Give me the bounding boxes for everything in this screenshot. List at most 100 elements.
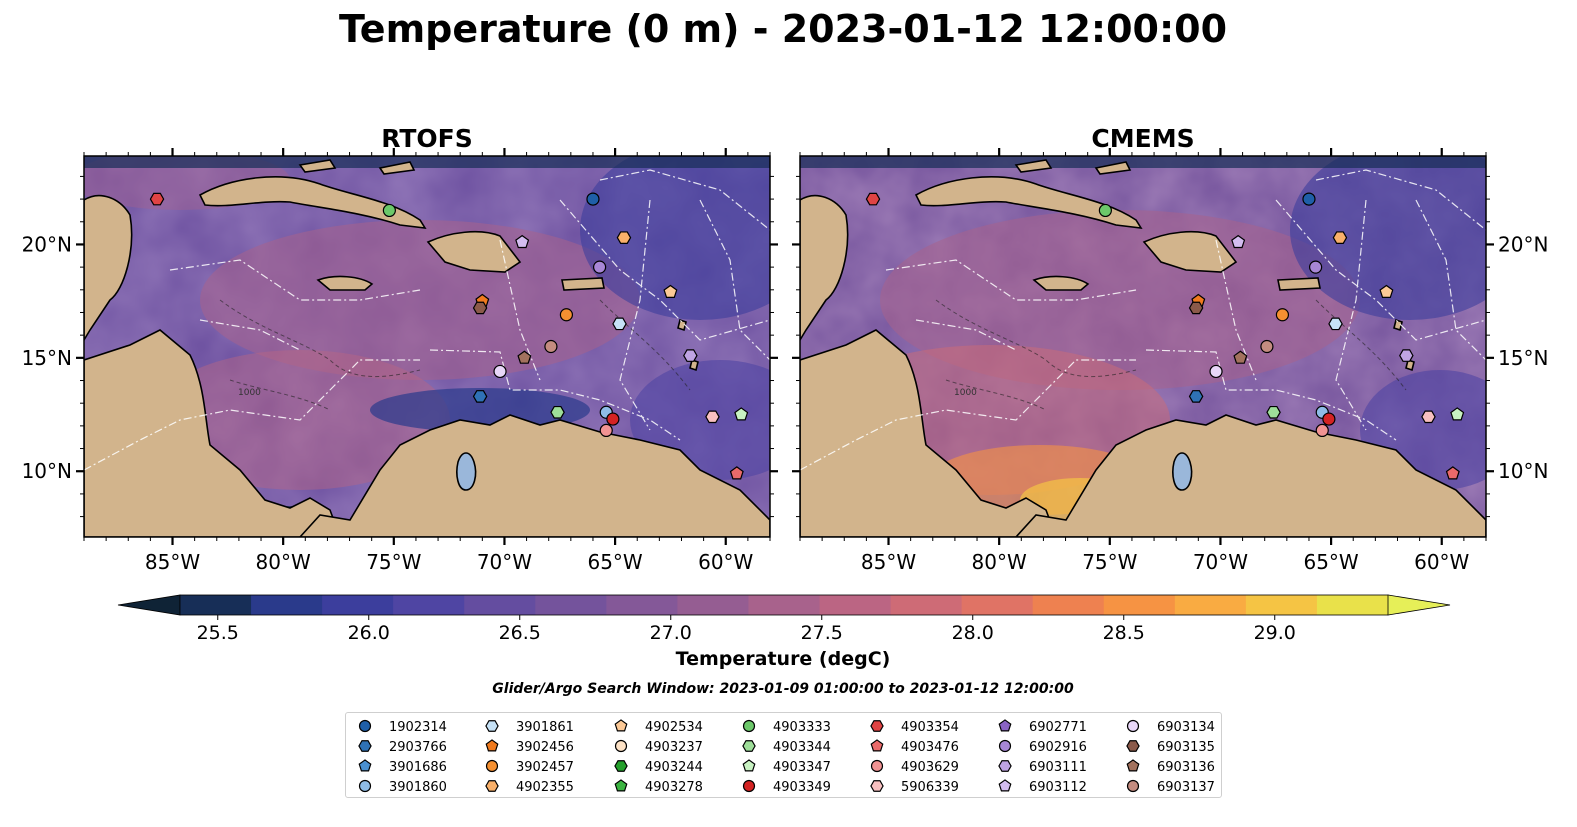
legend-marker-icon xyxy=(358,759,372,772)
float-markers xyxy=(865,192,1465,480)
legend-marker-icon xyxy=(870,780,884,792)
float-marker xyxy=(1188,301,1204,315)
legend-marker-icon xyxy=(742,779,756,793)
legend-marker-icon xyxy=(870,739,884,752)
legend-label: 4902534 xyxy=(645,720,703,735)
float-marker xyxy=(865,192,881,206)
legend-label: 5906339 xyxy=(901,780,959,795)
float-marker xyxy=(1209,364,1223,379)
legend-label: 4903347 xyxy=(773,760,831,775)
map-axis-ticks: 85°W 80°W 75°W 70°W 65°W 60°W 10°N 15°N 20°N xyxy=(22,148,778,574)
legend-label: 3902456 xyxy=(516,740,574,755)
legend-marker-icon xyxy=(485,739,499,752)
colorbar-tick-label: 26.5 xyxy=(499,622,541,644)
legend-item: 6903135 xyxy=(1126,740,1215,755)
colorbar-bin xyxy=(322,595,394,615)
x-tick-label: 75°W xyxy=(1082,550,1137,574)
x-tick-label: 80°W xyxy=(256,550,311,574)
float-marker xyxy=(559,308,574,322)
float-marker xyxy=(1450,407,1465,421)
legend-label: 4903629 xyxy=(901,760,959,775)
legend-item: 4902534 xyxy=(614,719,703,735)
legend-label: 3901860 xyxy=(389,780,447,795)
float-marker xyxy=(550,405,565,419)
legend-marker-icon xyxy=(358,719,372,733)
legend-item: 3901860 xyxy=(358,779,447,795)
legend-marker-icon xyxy=(614,779,628,792)
y-tick-label: 20°N xyxy=(22,232,72,256)
float-marker xyxy=(544,339,558,354)
legend-item: 1902314 xyxy=(358,719,447,735)
legend-marker-icon xyxy=(870,759,884,773)
colorbar-bin xyxy=(890,595,963,615)
map-axis-ticks: 85°W 80°W 75°W 70°W 65°W 60°W 10°N 15°N 20°N xyxy=(792,148,1548,574)
legend-item: 4903237 xyxy=(614,739,703,755)
legend-marker-icon xyxy=(485,780,499,792)
legend-marker-icon xyxy=(614,760,628,772)
x-tick-label: 60°W xyxy=(1414,550,1469,574)
colorbar-bin xyxy=(606,595,678,615)
legend-label: 6903134 xyxy=(1157,720,1215,735)
float-marker xyxy=(1302,192,1316,206)
legend-marker-icon xyxy=(614,719,628,732)
float-marker xyxy=(1188,390,1204,403)
legend-item: 4903278 xyxy=(614,779,703,795)
search-window-caption: Glider/Argo Search Window: 2023-01-09 01… xyxy=(492,681,1074,697)
colorbar-bin xyxy=(961,595,1034,615)
float-marker xyxy=(472,390,488,403)
float-marker xyxy=(1328,317,1343,331)
colorbar-bin xyxy=(1032,595,1105,615)
x-tick-label: 65°W xyxy=(1303,550,1358,574)
colorbar-tick-label: 25.5 xyxy=(197,622,239,644)
legend-label: 6903137 xyxy=(1157,780,1215,795)
legend-marker-icon xyxy=(742,759,756,772)
legend-marker-icon xyxy=(358,740,372,752)
figure-title: Temperature (0 m) - 2023-01-12 12:00:00 xyxy=(339,7,1227,51)
colorbar-label: Temperature (degC) xyxy=(676,648,891,670)
legend-label: 4903476 xyxy=(901,740,959,755)
legend-item: 6903112 xyxy=(998,779,1087,795)
float-marker xyxy=(1379,284,1394,299)
float-marker xyxy=(663,284,678,299)
float-marker xyxy=(606,412,620,426)
float-marker xyxy=(517,350,532,364)
float-marker xyxy=(149,192,165,206)
legend-item: 6903134 xyxy=(1126,719,1215,735)
legend-marker-icon xyxy=(998,760,1012,772)
colorbar-tick-label: 27.5 xyxy=(801,622,843,644)
legend-label: 6903135 xyxy=(1157,740,1215,755)
rtofs-map-panel: RTOFS xyxy=(22,124,778,574)
float-marker xyxy=(1260,339,1274,354)
legend-marker-icon xyxy=(742,719,756,733)
y-tick-label: 10°N xyxy=(1498,459,1548,483)
float-marker xyxy=(515,234,530,249)
legend-marker-icon xyxy=(998,779,1012,792)
float-marker xyxy=(1266,405,1281,419)
float-marker xyxy=(734,407,749,421)
float-marker xyxy=(683,349,698,362)
land-masses xyxy=(800,159,1486,537)
float-marker xyxy=(1322,412,1336,426)
legend-label: 4902355 xyxy=(516,780,574,795)
colorbar-bin xyxy=(393,595,465,615)
colorbar-bin xyxy=(535,595,607,615)
legend-label: 4903244 xyxy=(645,760,703,775)
x-tick-label: 75°W xyxy=(366,550,421,574)
colorbar-bin xyxy=(1103,595,1176,615)
float-marker xyxy=(1421,410,1436,424)
legend-item: 4903333 xyxy=(742,719,831,735)
float-legend: 1902314 2903766 3901686 3901860 3901861 39024… xyxy=(345,712,1222,798)
float-marker xyxy=(1275,308,1290,322)
x-tick-label: 85°W xyxy=(861,550,916,574)
legend-marker-icon xyxy=(485,759,499,773)
legend-item: 4903476 xyxy=(870,739,959,755)
legend-label: 4903333 xyxy=(773,720,831,735)
float-marker xyxy=(599,423,613,438)
float-marker xyxy=(729,466,744,480)
legend-label: 3902457 xyxy=(516,760,574,775)
legend-label: 6903112 xyxy=(1029,780,1087,795)
legend-label: 6902916 xyxy=(1029,740,1087,755)
x-tick-label: 70°W xyxy=(477,550,532,574)
legend-marker-icon xyxy=(870,720,884,732)
temperature-field xyxy=(84,156,770,537)
